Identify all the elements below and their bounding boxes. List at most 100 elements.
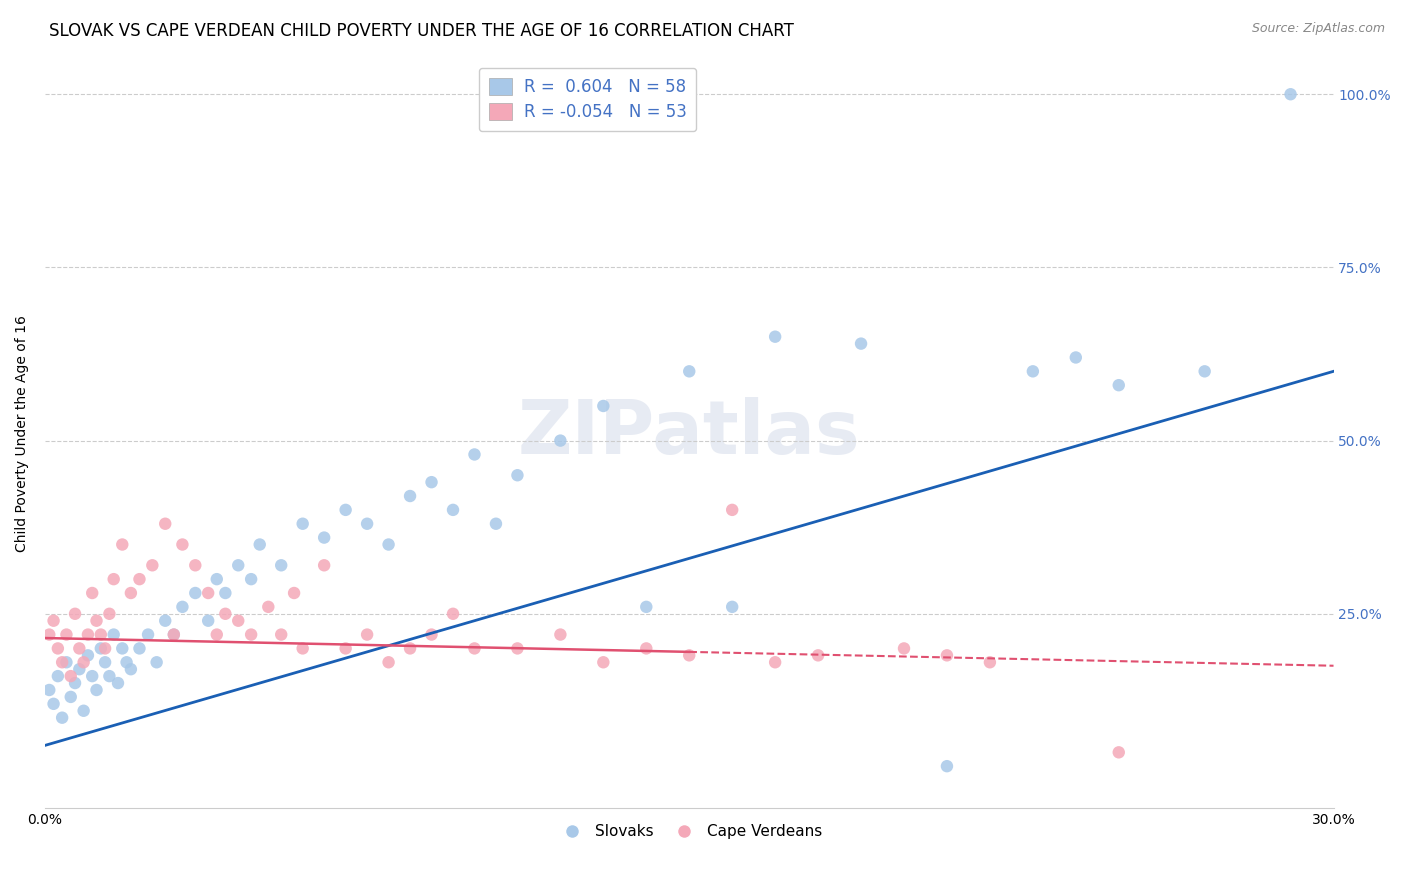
Point	[197, 614, 219, 628]
Point	[51, 711, 73, 725]
Point	[763, 329, 786, 343]
Point	[356, 516, 378, 531]
Point	[98, 669, 121, 683]
Point	[226, 558, 249, 573]
Point	[172, 537, 194, 551]
Point	[163, 627, 186, 641]
Point	[128, 641, 150, 656]
Point	[283, 586, 305, 600]
Point	[763, 655, 786, 669]
Point	[205, 572, 228, 586]
Point	[356, 627, 378, 641]
Point	[59, 690, 82, 704]
Point	[257, 599, 280, 614]
Point	[94, 641, 117, 656]
Point	[38, 627, 60, 641]
Point	[506, 468, 529, 483]
Point	[103, 627, 125, 641]
Point	[420, 627, 443, 641]
Point	[291, 516, 314, 531]
Point	[111, 537, 134, 551]
Point	[636, 641, 658, 656]
Point	[51, 655, 73, 669]
Point	[145, 655, 167, 669]
Point	[270, 627, 292, 641]
Point	[107, 676, 129, 690]
Point	[82, 669, 104, 683]
Point	[86, 683, 108, 698]
Point	[82, 586, 104, 600]
Point	[184, 586, 207, 600]
Point	[399, 641, 422, 656]
Text: Source: ZipAtlas.com: Source: ZipAtlas.com	[1251, 22, 1385, 36]
Point	[197, 586, 219, 600]
Y-axis label: Child Poverty Under the Age of 16: Child Poverty Under the Age of 16	[15, 315, 30, 552]
Point	[936, 759, 959, 773]
Point	[240, 572, 263, 586]
Point	[111, 641, 134, 656]
Point	[377, 655, 399, 669]
Point	[420, 475, 443, 490]
Point	[314, 558, 336, 573]
Point	[163, 627, 186, 641]
Text: SLOVAK VS CAPE VERDEAN CHILD POVERTY UNDER THE AGE OF 16 CORRELATION CHART: SLOVAK VS CAPE VERDEAN CHILD POVERTY UND…	[49, 22, 794, 40]
Point	[399, 489, 422, 503]
Point	[120, 586, 142, 600]
Text: ZIPatlas: ZIPatlas	[517, 397, 860, 470]
Point	[214, 607, 236, 621]
Point	[893, 641, 915, 656]
Point	[807, 648, 830, 663]
Point	[377, 537, 399, 551]
Point	[270, 558, 292, 573]
Point	[1108, 378, 1130, 392]
Point	[184, 558, 207, 573]
Point	[214, 586, 236, 600]
Point	[463, 641, 485, 656]
Point	[63, 607, 86, 621]
Point	[291, 641, 314, 656]
Point	[136, 627, 159, 641]
Point	[849, 336, 872, 351]
Point	[46, 641, 69, 656]
Point	[59, 669, 82, 683]
Point	[550, 434, 572, 448]
Point	[103, 572, 125, 586]
Point	[463, 447, 485, 461]
Point	[1194, 364, 1216, 378]
Point	[335, 641, 357, 656]
Point	[335, 503, 357, 517]
Point	[72, 704, 94, 718]
Point	[1108, 745, 1130, 759]
Point	[506, 641, 529, 656]
Point	[441, 503, 464, 517]
Point	[636, 599, 658, 614]
Point	[42, 697, 65, 711]
Point	[550, 627, 572, 641]
Legend: Slovaks, Cape Verdeans: Slovaks, Cape Verdeans	[550, 818, 828, 845]
Point	[63, 676, 86, 690]
Point	[979, 655, 1001, 669]
Point	[936, 648, 959, 663]
Point	[205, 627, 228, 641]
Point	[592, 655, 614, 669]
Point	[46, 669, 69, 683]
Point	[77, 648, 100, 663]
Point	[721, 503, 744, 517]
Point	[141, 558, 163, 573]
Point	[86, 614, 108, 628]
Point	[42, 614, 65, 628]
Point	[1279, 87, 1302, 102]
Point	[38, 683, 60, 698]
Point	[592, 399, 614, 413]
Point	[67, 662, 90, 676]
Point	[314, 531, 336, 545]
Point	[721, 599, 744, 614]
Point	[128, 572, 150, 586]
Point	[249, 537, 271, 551]
Point	[90, 641, 112, 656]
Point	[678, 648, 700, 663]
Point	[55, 655, 77, 669]
Point	[1064, 351, 1087, 365]
Point	[1022, 364, 1045, 378]
Point	[172, 599, 194, 614]
